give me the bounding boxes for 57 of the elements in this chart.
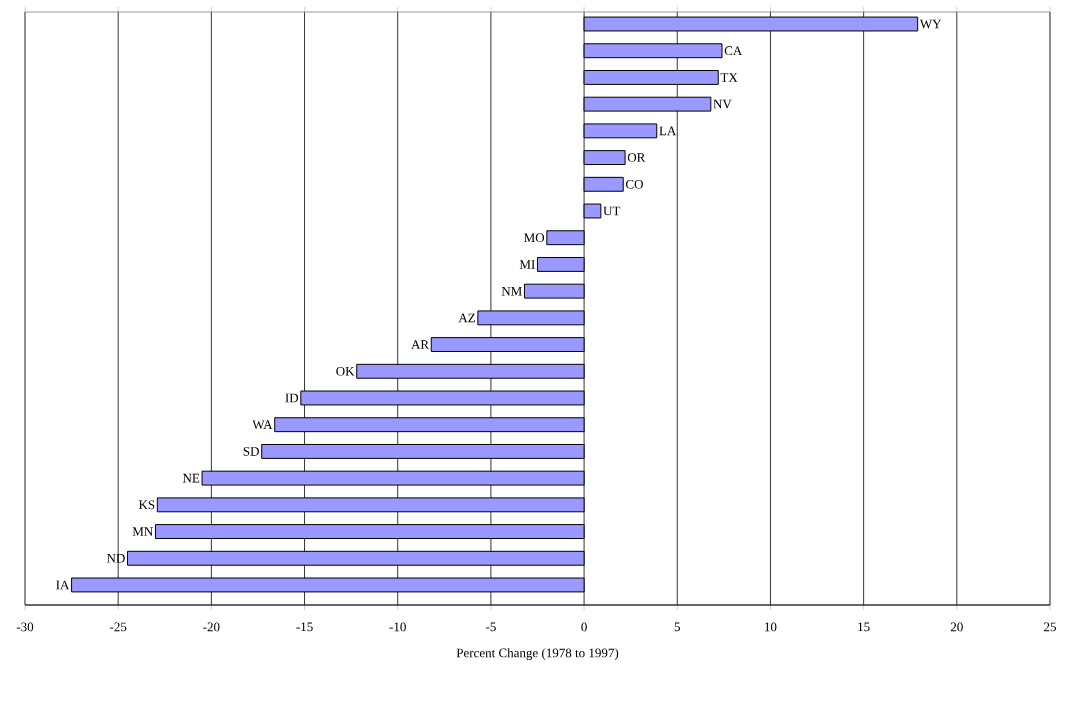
y-tick-label: OK <box>336 366 355 376</box>
x-tick-label: -20 <box>203 622 220 632</box>
x-axis-title: Percent Change (1978 to 1997) <box>456 648 619 661</box>
y-tick-label: TX <box>720 73 738 82</box>
bar <box>274 417 585 433</box>
x-tick-label: 20 <box>950 622 963 632</box>
x-tick-label: 0 <box>581 622 587 632</box>
x-tick-label: -5 <box>485 622 496 632</box>
bar <box>536 256 585 272</box>
y-tick-label: AR <box>411 340 430 349</box>
x-tick-label: -15 <box>296 622 313 632</box>
bar <box>477 310 585 326</box>
bar <box>523 283 585 299</box>
bar <box>156 497 585 513</box>
bar <box>127 550 585 566</box>
bar <box>583 123 658 139</box>
bar <box>583 16 919 32</box>
y-tick-label: AZ <box>458 313 475 323</box>
y-tick-label: IA <box>56 580 70 590</box>
y-tick-label: OR <box>627 153 646 162</box>
bar <box>583 176 624 192</box>
y-tick-label: CA <box>724 46 743 56</box>
x-tick-label: -25 <box>110 622 127 632</box>
bar <box>546 230 585 246</box>
x-tick-label: 10 <box>765 622 777 632</box>
y-tick-label: KS <box>138 500 155 510</box>
y-tick-label: WA <box>252 420 273 430</box>
bar <box>583 96 712 112</box>
y-tick-label: ID <box>285 393 299 403</box>
bar <box>300 390 585 406</box>
bar <box>201 470 585 486</box>
y-tick-label: CO <box>625 179 643 189</box>
bar <box>71 577 585 593</box>
bar <box>583 43 723 59</box>
y-tick-label: SD <box>243 447 259 456</box>
x-tick-label: 15 <box>858 622 870 632</box>
x-tick-label: -10 <box>389 622 406 632</box>
y-tick-label: MN <box>132 527 153 536</box>
bar <box>583 70 719 85</box>
x-tick-label: 5 <box>674 622 681 632</box>
y-tick-label: NE <box>182 473 200 483</box>
bar <box>430 337 585 353</box>
bar <box>261 443 585 459</box>
y-tick-label: MI <box>519 260 535 269</box>
x-tick-label: 25 <box>1044 622 1056 632</box>
bar <box>154 524 585 539</box>
bar <box>583 203 602 219</box>
y-tick-label: ND <box>106 553 125 563</box>
y-tick-label: WY <box>919 19 942 29</box>
bar <box>356 363 585 379</box>
y-tick-label: UT <box>603 206 621 216</box>
y-tick-label: NM <box>501 286 522 296</box>
y-tick-label: LA <box>659 126 677 136</box>
bar <box>583 150 626 166</box>
x-tick-label: -30 <box>16 622 34 632</box>
y-tick-label: MO <box>524 233 545 243</box>
y-tick-label: NV <box>713 99 732 109</box>
